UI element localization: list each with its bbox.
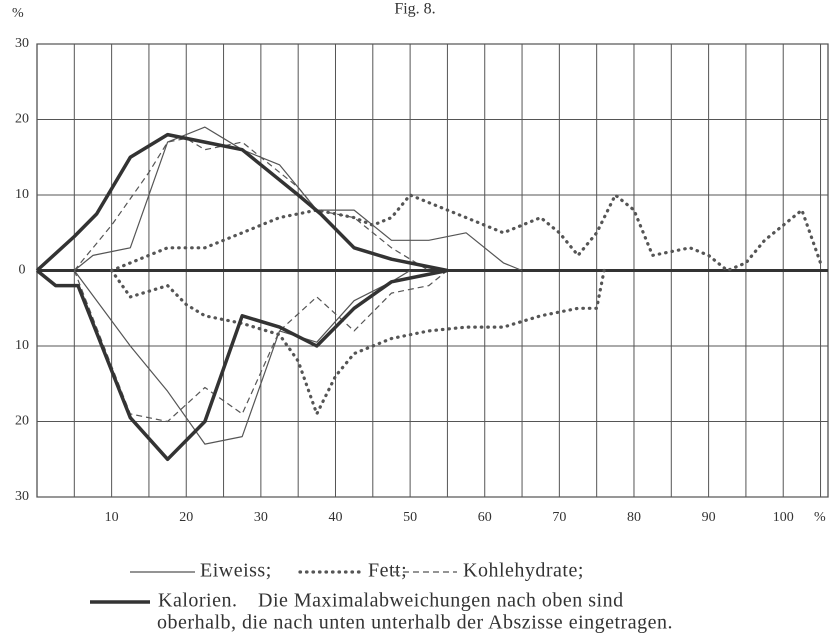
x-tick-label: 70 [552, 510, 566, 525]
series-line [35, 268, 448, 462]
x-tick-label: 100 [773, 510, 794, 525]
caption: Die Maximalabweichungen nach oben sind [258, 590, 624, 612]
y-axis-label: % [12, 6, 24, 21]
x-tick-label: 10 [105, 510, 119, 525]
y-tick-label: 0 [19, 263, 26, 278]
legend-label: Kohlehydrate; [463, 560, 584, 582]
x-tick-label: 20 [179, 510, 193, 525]
legend-label: Fett; [368, 560, 407, 582]
series-line [73, 269, 411, 445]
x-tick-label: 90 [702, 510, 716, 525]
y-tick-label: 30 [15, 36, 29, 51]
series-line [73, 270, 448, 423]
y-tick-label: 20 [15, 414, 29, 429]
caption: oberhalb, die nach unten unterhalb der A… [157, 612, 673, 634]
y-tick-label: 10 [15, 338, 29, 353]
series-line [73, 137, 430, 272]
y-tick-label: 20 [15, 112, 29, 127]
x-tick-label: 60 [478, 510, 492, 525]
x-tick-label: 40 [328, 510, 342, 525]
y-tick-label: 30 [15, 489, 29, 504]
x-tick-label: 80 [627, 510, 641, 525]
x-tick-label: 50 [403, 510, 417, 525]
series-line [110, 193, 823, 273]
series-line [110, 268, 606, 416]
legend-label: Kalorien. [158, 590, 237, 612]
series-line [35, 132, 448, 273]
chart-title: Fig. 8. [394, 1, 435, 18]
series-line [73, 126, 523, 272]
x-axis-label: % [814, 510, 826, 525]
x-tick-label: 30 [254, 510, 268, 525]
y-tick-label: 10 [15, 187, 29, 202]
legend-label: Eiweiss; [200, 560, 272, 582]
